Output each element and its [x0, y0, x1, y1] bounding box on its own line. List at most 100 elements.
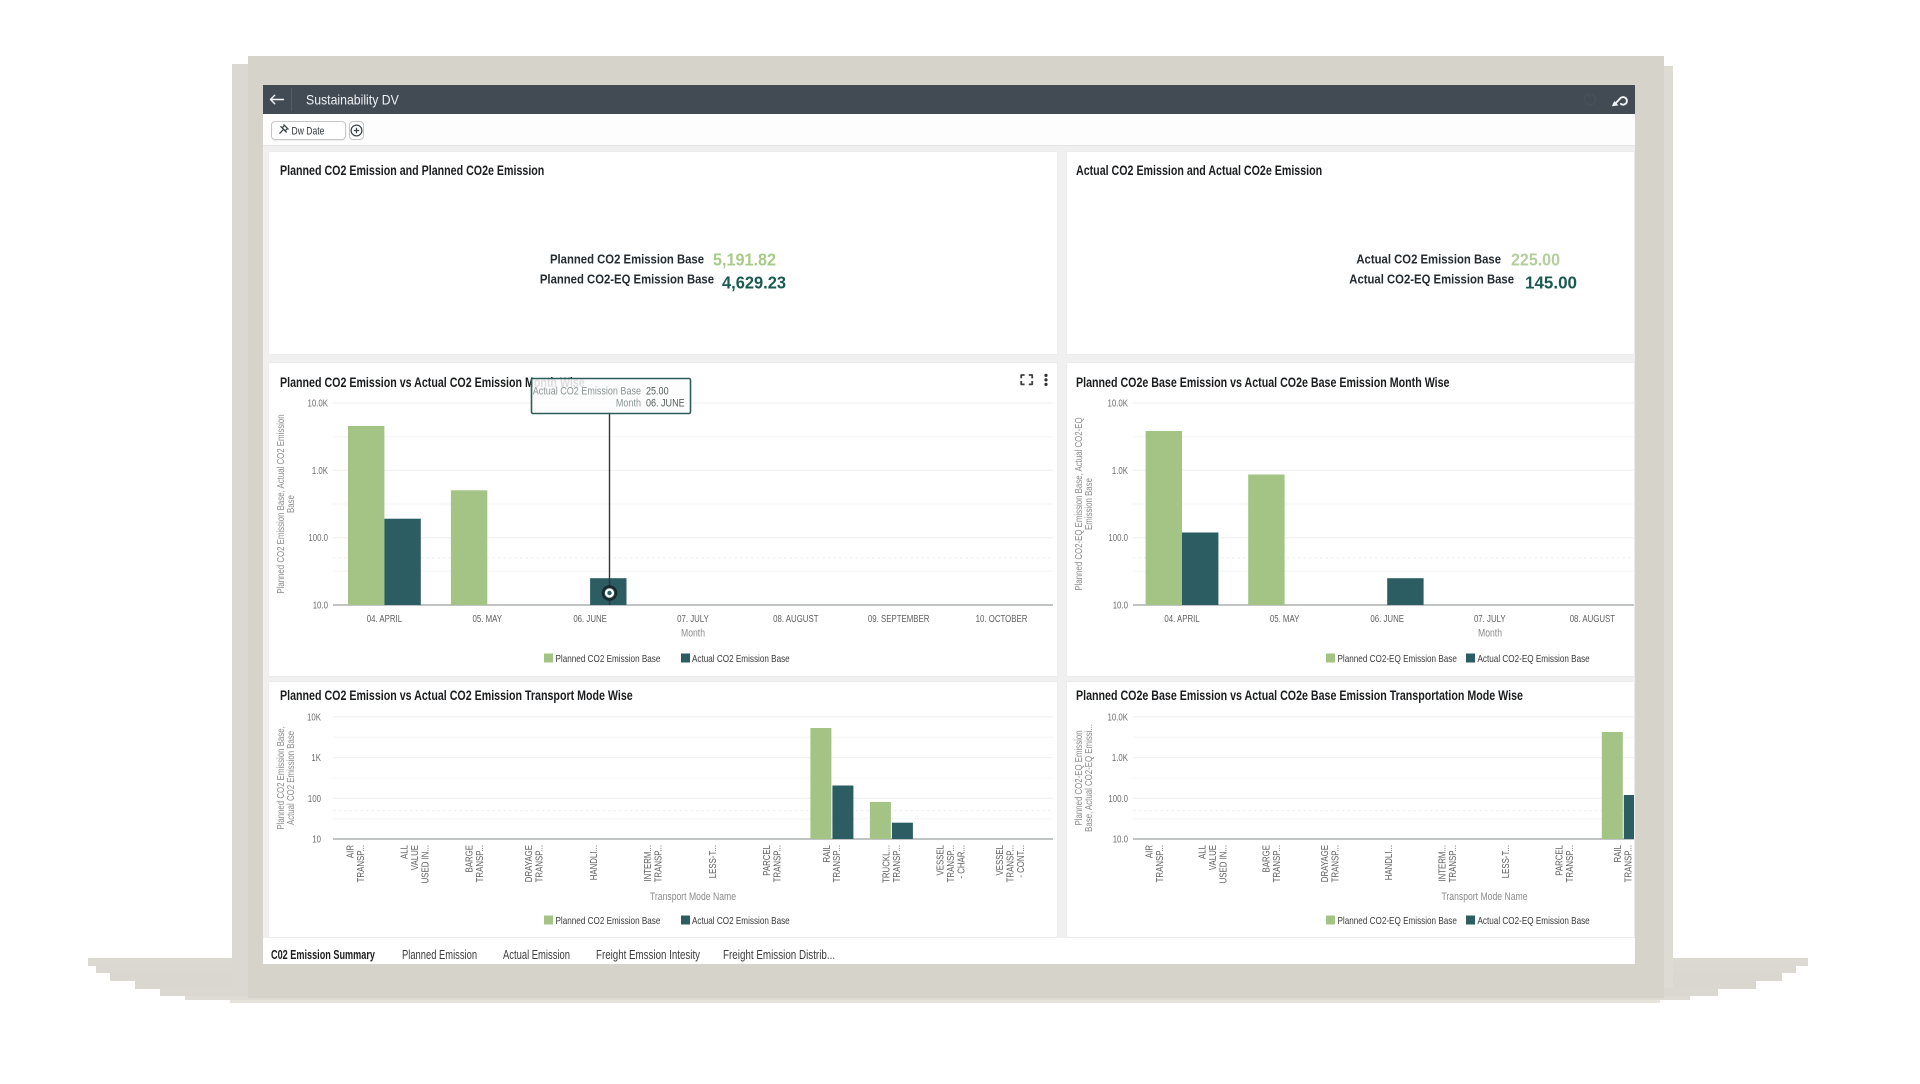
svg-text:Emission Base: Emission Base — [1084, 478, 1095, 530]
svg-text:04. APRIL: 04. APRIL — [367, 614, 403, 625]
svg-text:10.0: 10.0 — [313, 601, 329, 612]
svg-text:BARGE: BARGE — [1262, 845, 1273, 873]
svg-text:Planned CO2 Emission Base: Planned CO2 Emission Base — [556, 915, 661, 927]
svg-text:VESSEL: VESSEL — [936, 845, 947, 876]
svg-text:Base: Base — [286, 495, 297, 513]
svg-text:Actual CO2-EQ Emission Base: Actual CO2-EQ Emission Base — [1478, 915, 1590, 927]
svg-text:RAIL: RAIL — [1613, 845, 1624, 863]
svg-text:100: 100 — [308, 794, 321, 805]
svg-text:TRANSP...: TRANSP... — [475, 845, 486, 882]
svg-text:1.0K: 1.0K — [312, 466, 328, 477]
svg-text:TRANSP...: TRANSP... — [773, 845, 784, 882]
svg-text:Transport Mode Name: Transport Mode Name — [1441, 891, 1527, 903]
svg-text:Sustainability DV: Sustainability DV — [306, 93, 400, 108]
svg-text:07. JULY: 07. JULY — [1474, 614, 1506, 625]
svg-text:07. JULY: 07. JULY — [677, 614, 709, 625]
svg-text:10K: 10K — [307, 712, 321, 723]
svg-text:100.0: 100.0 — [1108, 794, 1128, 805]
svg-text:TRANSP...: TRANSP... — [654, 845, 665, 882]
svg-text:Actual CO2 Emission Base: Actual CO2 Emission Base — [286, 731, 297, 826]
svg-text:Transport Mode Name: Transport Mode Name — [650, 891, 736, 903]
svg-text:USED IN...: USED IN... — [421, 845, 432, 883]
svg-text:LESS-T...: LESS-T... — [1501, 845, 1512, 878]
svg-text:10. OCTOBER: 10. OCTOBER — [976, 614, 1028, 625]
svg-text:DRAYAGE: DRAYAGE — [1320, 845, 1331, 882]
svg-text:- CONT...: - CONT... — [1016, 845, 1027, 878]
svg-text:VESSEL: VESSEL — [995, 845, 1006, 876]
svg-text:TRANSP...: TRANSP... — [1272, 845, 1283, 882]
svg-text:BARGE: BARGE — [464, 845, 475, 873]
svg-text:Actual CO2 Emission Base: Actual CO2 Emission Base — [533, 386, 641, 398]
svg-text:Month: Month — [616, 398, 641, 410]
svg-text:TRUCKL...: TRUCKL... — [881, 845, 892, 883]
svg-text:PARCEL: PARCEL — [762, 845, 773, 876]
svg-text:VALUE: VALUE — [1208, 845, 1219, 870]
svg-text:10.0K: 10.0K — [1108, 712, 1129, 723]
svg-text:ALL: ALL — [400, 845, 411, 859]
svg-text:08. AUGUST: 08. AUGUST — [1570, 614, 1615, 625]
svg-text:Actual CO2 Emission Base: Actual CO2 Emission Base — [692, 653, 790, 665]
svg-text:TRANSP...: TRANSP... — [1565, 845, 1576, 882]
svg-text:TRANSP...: TRANSP... — [1331, 845, 1342, 882]
svg-text:USED IN...: USED IN... — [1219, 845, 1230, 883]
svg-text:RAIL: RAIL — [822, 845, 833, 863]
svg-text:06. JUNE: 06. JUNE — [1370, 614, 1404, 625]
svg-text:LESS-T...: LESS-T... — [708, 845, 719, 878]
svg-text:TRANSP...: TRANSP... — [892, 845, 903, 882]
svg-text:INTERM...: INTERM... — [643, 845, 654, 882]
svg-text:VALUE: VALUE — [410, 845, 421, 870]
svg-text:09. SEPTEMBER: 09. SEPTEMBER — [868, 614, 930, 625]
svg-text:5,191.82: 5,191.82 — [713, 250, 776, 270]
svg-text:Planned CO2 Emission Base: Planned CO2 Emission Base — [550, 252, 704, 267]
svg-text:INTERM...: INTERM... — [1437, 845, 1448, 882]
svg-text:Actual CO2-EQ Emission Base: Actual CO2-EQ Emission Base — [1478, 653, 1590, 665]
svg-text:HANDLI...: HANDLI... — [1384, 845, 1395, 880]
svg-text:TRANSP...: TRANSP... — [832, 845, 843, 882]
svg-text:DRAYAGE: DRAYAGE — [524, 845, 535, 882]
svg-text:100.0: 100.0 — [308, 533, 328, 544]
svg-text:Planned CO2-EQ Emission: Planned CO2-EQ Emission — [1074, 730, 1085, 825]
svg-text:1.0K: 1.0K — [1112, 753, 1128, 764]
svg-text:08. AUGUST: 08. AUGUST — [773, 614, 818, 625]
svg-text:TRANSP...: TRANSP... — [535, 845, 546, 882]
svg-text:10.0: 10.0 — [1113, 835, 1129, 846]
svg-text:Actual CO2-EQ Emission Base: Actual CO2-EQ Emission Base — [1349, 272, 1514, 287]
svg-text:AIR: AIR — [1144, 845, 1155, 858]
svg-text:TRANSP...: TRANSP... — [1155, 845, 1166, 882]
svg-text:TRANSP...: TRANSP... — [946, 845, 957, 882]
svg-text:Planned CO2 Emission Base: Planned CO2 Emission Base — [556, 653, 661, 665]
svg-text:04. APRIL: 04. APRIL — [1164, 614, 1200, 625]
svg-text:06. JUNE: 06. JUNE — [573, 614, 607, 625]
svg-text:Month: Month — [1478, 628, 1502, 640]
svg-text:Planned CO2-EQ Emission Base,: Planned CO2-EQ Emission Base, Actual CO2… — [1074, 417, 1085, 590]
svg-text:10.0K: 10.0K — [308, 399, 329, 410]
svg-text:145.00: 145.00 — [1525, 273, 1577, 293]
svg-text:AIR: AIR — [345, 845, 356, 858]
svg-text:Planned CO2-EQ Emission Base: Planned CO2-EQ Emission Base — [1338, 915, 1458, 927]
svg-text:1.0K: 1.0K — [1112, 466, 1128, 477]
svg-text:Planned CO2-EQ Emission Base: Planned CO2-EQ Emission Base — [1338, 653, 1458, 665]
svg-text:- CHAR...: - CHAR... — [957, 845, 968, 879]
svg-text:Planned CO2 Emission Base, Act: Planned CO2 Emission Base, Actual CO2 Em… — [276, 414, 287, 593]
svg-text:TRANSP...: TRANSP... — [356, 845, 367, 882]
svg-text:10.0K: 10.0K — [1108, 399, 1129, 410]
svg-text:10.0: 10.0 — [1113, 601, 1129, 612]
svg-text:TRANSP...: TRANSP... — [1448, 845, 1459, 882]
svg-text:225.00: 225.00 — [1511, 250, 1560, 270]
svg-text:HANDLI...: HANDLI... — [589, 845, 600, 880]
svg-text:05. MAY: 05. MAY — [473, 614, 503, 625]
svg-text:TRANSP...: TRANSP... — [1624, 845, 1635, 882]
svg-text:1K: 1K — [311, 753, 321, 764]
svg-text:Dw Date: Dw Date — [292, 126, 325, 138]
svg-text:ALL: ALL — [1198, 845, 1209, 859]
svg-text:4,629.23: 4,629.23 — [722, 273, 786, 293]
svg-text:25.00: 25.00 — [646, 386, 669, 398]
svg-text:Planned CO2-EQ Emission Base: Planned CO2-EQ Emission Base — [540, 272, 714, 287]
svg-text:10: 10 — [312, 835, 321, 846]
svg-text:Planned CO2 Emission Base,: Planned CO2 Emission Base, — [276, 726, 287, 829]
svg-text:Actual CO2 Emission Base: Actual CO2 Emission Base — [692, 915, 790, 927]
svg-text:05. MAY: 05. MAY — [1270, 614, 1300, 625]
svg-text:06. JUNE: 06. JUNE — [646, 398, 685, 410]
svg-text:100.0: 100.0 — [1108, 533, 1128, 544]
svg-text:Month: Month — [681, 628, 705, 640]
